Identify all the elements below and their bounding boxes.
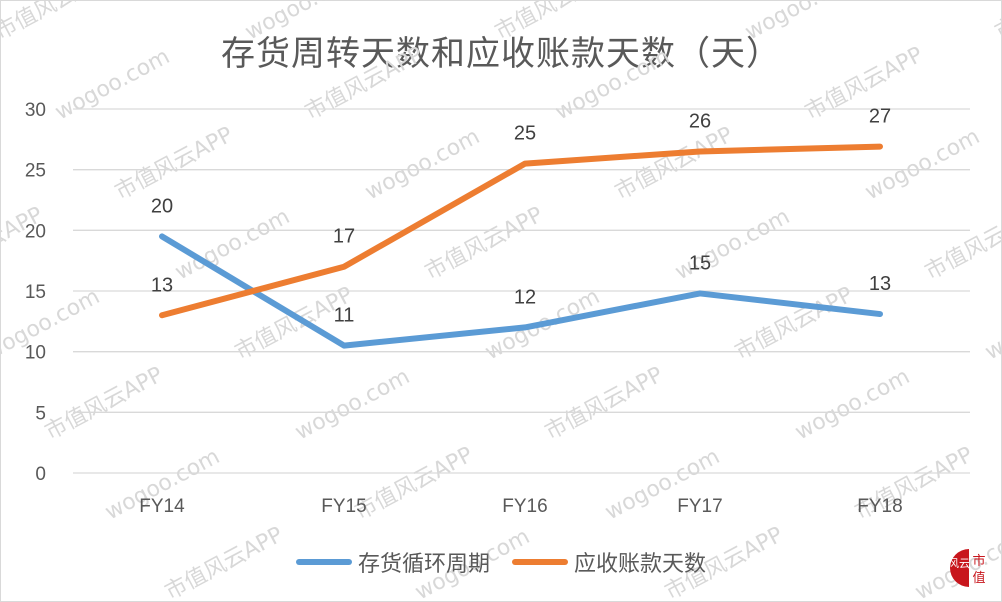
x-tick-label: FY17 [677,496,722,517]
watermark-text: 市值风云APP [301,42,427,125]
data-label: 26 [689,110,711,132]
watermark-text: 市值风云APP [41,362,167,445]
brand-seal-icon: 风云 市 值 [948,549,986,587]
data-label: 12 [514,286,536,308]
watermark-text: wogoo.com [0,284,104,365]
watermark-text: 市值风云APP [921,202,1002,285]
watermark-text: wogoo.com [241,0,364,45]
x-tick-label: FY18 [857,496,902,517]
y-tick-label: 5 [35,403,46,424]
legend-swatch-orange [512,559,568,565]
gridlines [73,108,970,474]
x-axis-ticks: FY14 FY15 FY16 FY17 FY18 [139,496,902,517]
y-tick-label: 15 [25,282,46,303]
data-labels: 20 11 12 15 13 13 17 25 26 27 [151,106,891,327]
watermark-text: 市值风云APP [491,0,617,45]
legend-label: 存货循环周期 [357,552,490,577]
x-tick-label: FY16 [502,496,547,517]
watermark-text: wogoo.com [861,124,984,205]
y-axis-ticks: 0 5 10 15 20 25 30 [25,100,46,485]
watermark-text: 市值风云APP [111,122,237,205]
series-line-1 [159,143,883,319]
series-line-0 [159,233,883,349]
watermark-text: 市值风云APP [611,122,737,205]
legend-label: 应收账款天数 [574,552,707,577]
watermark-text: wogoo.com [981,284,1002,365]
watermark-text: wogoo.com [791,364,914,445]
data-label: 13 [151,274,173,296]
watermark-text: wogoo.com [551,44,674,125]
watermark-text: wogoo.com [361,124,484,205]
watermark-text: wogoo.com [291,364,414,445]
legend-item-receivables: 应收账款天数 [512,546,706,578]
legend: 存货循环周期 应收账款天数 [0,546,1002,578]
watermark-text: 市值风云APP [0,0,117,45]
data-label: 11 [334,305,355,327]
legend-swatch-blue [295,559,352,565]
data-label: 17 [333,226,355,248]
svg-text:市: 市 [972,553,985,569]
series-lines [159,143,883,349]
data-label: 15 [689,252,711,274]
data-label: 13 [869,273,891,295]
svg-text:值: 值 [972,570,985,586]
watermark-text: 市值风云APP [541,362,667,445]
y-tick-label: 30 [25,100,46,121]
svg-text:风云: 风云 [948,557,970,570]
watermark-text: 市值风云APP [0,202,47,285]
data-label: 27 [869,106,891,128]
y-tick-label: 25 [25,161,46,182]
watermark-text: wogoo.com [171,204,294,285]
y-tick-label: 0 [35,464,46,485]
watermark-text: 市值风云APP [731,282,857,365]
watermark-text: wogoo.com [741,0,864,45]
watermark-text: 市值风云APP [801,42,927,125]
y-tick-label: 20 [25,221,46,242]
chart-title: 存货周转天数和应收账款天数（天） [221,34,781,74]
x-tick-label: FY14 [139,496,185,517]
data-label: 25 [514,123,536,145]
watermark-text: wogoo.com [51,44,174,125]
legend-item-inventory: 存货循环周期 [295,546,490,578]
data-label: 20 [151,195,173,217]
watermark-text: 市值风云APP [351,442,477,525]
y-tick-label: 10 [25,343,46,364]
watermark-text: 市值风云APP [991,0,1002,45]
x-tick-label: FY15 [321,496,366,517]
